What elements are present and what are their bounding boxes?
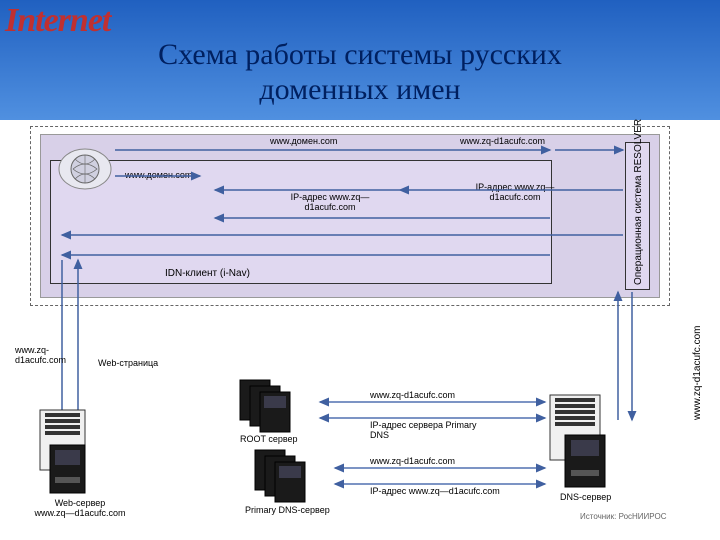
label-web-left-url: www.zq-d1acufc.com [15,345,85,365]
title-line-1: Схема работы системы русских [158,38,562,71]
web-server-icon [35,405,105,500]
source-label: Источник: РосНИИРОС [580,512,666,521]
label-web-page: Web-страница [98,358,158,368]
label-side-url: www.zq-d1acufc.com [692,326,703,420]
internet-logo: Internet [5,2,110,40]
label-r2-ip: IP-адрес www.zq—d1acufc.com [370,486,500,496]
diagram-area: IDN-клиент (i-Nav) Операционная система … [0,120,720,540]
logo-text: Internet [5,2,110,39]
label-web-server: Web-сервер www.zq—d1acufc.com [30,498,130,518]
label-primary-dns: Primary DNS-сервер [245,505,330,515]
web-server-url: www.zq—d1acufc.com [34,508,125,518]
label-r1-url: www.zq-d1acufc.com [370,390,455,400]
label-root-server: ROOT сервер [240,434,298,444]
label-r1-ip: IP-адрес сервера Primary DNS [370,420,490,440]
dns-server-icon [545,390,625,495]
title-line-2: доменных имен [259,73,460,106]
page-title: Схема работы системы русских доменных им… [0,38,720,107]
label-dns-server: DNS-сервер [560,492,611,502]
label-r2-url: www.zq-d1acufc.com [370,456,455,466]
web-server-caption: Web-сервер [55,498,106,508]
